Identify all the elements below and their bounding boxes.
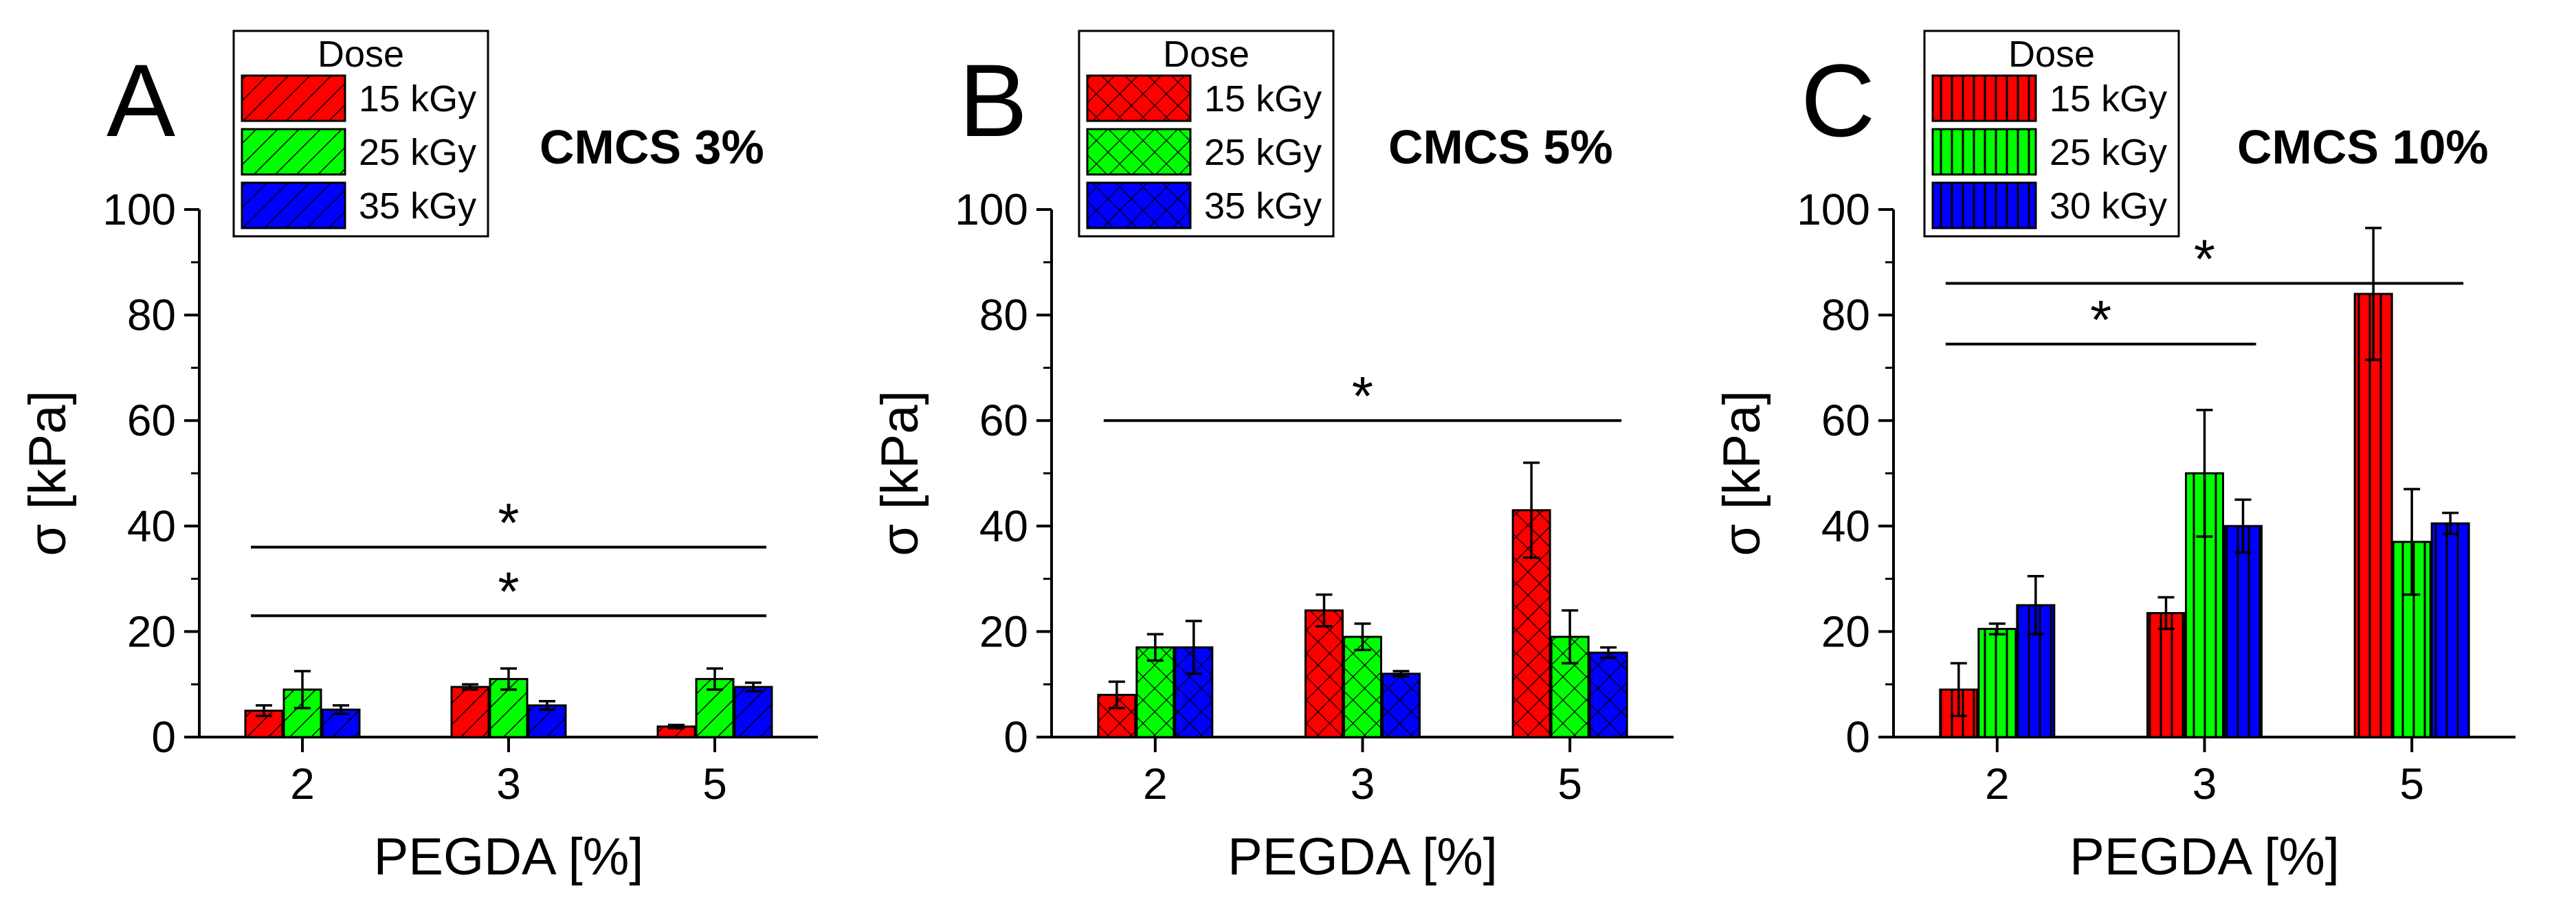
legend-label: 15 kGy (1204, 78, 1322, 120)
legend-swatch-hatch (1931, 128, 2037, 176)
y-tick-label: 40 (1821, 501, 1870, 551)
panel-title-b: CMCS 5% (1388, 120, 1613, 174)
y-tick-label: 60 (1821, 396, 1870, 445)
panel-letter-c: C (1801, 43, 1875, 158)
y-tick-label: 60 (979, 396, 1028, 445)
y-tick-label: 40 (127, 501, 176, 551)
panel-letter-b: B (959, 43, 1028, 158)
bar-hatch (1343, 635, 1382, 738)
y-axis-title: σ [kPa] (1713, 390, 1771, 556)
panel-title-a: CMCS 3% (540, 120, 764, 174)
legend-title: Dose (318, 34, 404, 75)
x-tick-label: 3 (496, 759, 521, 809)
y-tick-label: 0 (1845, 712, 1870, 762)
bar-hatch (1588, 651, 1628, 738)
bar-hatch (450, 686, 490, 738)
bar-hatch (1135, 646, 1175, 738)
legend-title: Dose (1163, 34, 1250, 75)
legend-label: 35 kGy (359, 185, 476, 227)
panel-title-c: CMCS 10% (2237, 120, 2489, 174)
bar-hatch (1977, 628, 2017, 738)
bar-hatch (2430, 522, 2470, 738)
legend-swatch-hatch (1931, 181, 2037, 229)
y-tick-label: 80 (1821, 291, 1870, 340)
bar-hatch (1381, 673, 1421, 738)
x-tick-label: 2 (1143, 759, 1168, 809)
legend-swatch-hatch (1086, 181, 1192, 229)
legend-label: 25 kGy (2050, 132, 2167, 173)
legend-label: 25 kGy (1204, 132, 1322, 173)
y-tick-label: 20 (979, 607, 1028, 656)
bar-hatch (2353, 293, 2393, 738)
x-tick-label: 5 (702, 759, 727, 809)
y-tick-label: 80 (979, 291, 1028, 340)
significance-star: * (1352, 365, 1373, 427)
legend-swatch-hatch (241, 74, 346, 122)
x-tick-label: 3 (1351, 759, 1375, 809)
x-tick-label: 2 (1985, 759, 2010, 809)
y-tick-label: 100 (955, 185, 1028, 234)
y-tick-label: 40 (979, 501, 1028, 551)
plot-a: 0 20 40 60 80 100 σ [kPa] 2 3 5 PEGDA [%] * * Dose15 … (19, 30, 818, 886)
bar-hatch (1097, 694, 1137, 738)
panel-a: A CMCS 3% 0 20 40 60 80 100 σ [kPa] 2 3 5 PEGDA [%… (19, 30, 818, 886)
x-tick-label: 3 (2192, 759, 2217, 809)
bar-hatch (2146, 612, 2186, 738)
legend-swatch-hatch (241, 181, 346, 229)
significance-star: * (2194, 229, 2215, 290)
legend-swatch-hatch (1086, 74, 1192, 122)
bar-hatch (244, 710, 284, 738)
y-tick-label: 0 (1003, 712, 1028, 762)
legend-label: 30 kGy (2050, 185, 2167, 227)
x-tick-label: 5 (1557, 759, 1582, 809)
x-tick-label: 5 (2399, 759, 2424, 809)
legend-swatch-hatch (1086, 128, 1192, 176)
significance-star: * (498, 561, 519, 622)
panel-b: B CMCS 5% 0 20 40 60 80 100 σ [kPa] 2 3 5 PEGDA [%… (871, 30, 1674, 886)
panel-letter-a: A (107, 43, 175, 158)
bar-hatch (2223, 525, 2263, 738)
legend-title: Dose (2008, 34, 2095, 75)
x-axis-title: PEGDA [%] (1228, 828, 1498, 886)
legend-label: 15 kGy (359, 78, 476, 120)
y-tick-label: 20 (1821, 607, 1870, 656)
bar-hatch (1304, 609, 1344, 738)
legend-swatch-hatch (241, 128, 346, 176)
y-tick-label: 80 (127, 291, 176, 340)
plot-c: 0 20 40 60 80 100 σ [kPa] 2 3 5 PEGDA [%] * * Dose15 … (1713, 30, 2516, 886)
legend-label: 35 kGy (1204, 185, 1322, 227)
legend-label: 25 kGy (359, 132, 476, 173)
bar-hatch (733, 686, 773, 738)
significance-star: * (2090, 289, 2111, 350)
x-tick-label: 2 (290, 759, 315, 809)
y-tick-label: 60 (127, 396, 176, 445)
y-tick-label: 100 (102, 185, 176, 234)
y-axis-title: σ [kPa] (871, 390, 929, 556)
y-tick-label: 0 (151, 712, 176, 762)
x-axis-title: PEGDA [%] (374, 828, 644, 886)
legend-swatch-hatch (1931, 74, 2037, 122)
y-axis-title: σ [kPa] (19, 390, 77, 556)
legend-label: 15 kGy (2050, 78, 2167, 120)
panel-c: C CMCS 10% 0 20 40 60 80 100 σ [kPa] 2 3 5 PEGDA [… (1713, 30, 2516, 886)
y-tick-label: 20 (127, 607, 176, 656)
y-tick-label: 100 (1797, 185, 1870, 234)
significance-star: * (498, 493, 519, 554)
x-axis-title: PEGDA [%] (2069, 828, 2340, 886)
